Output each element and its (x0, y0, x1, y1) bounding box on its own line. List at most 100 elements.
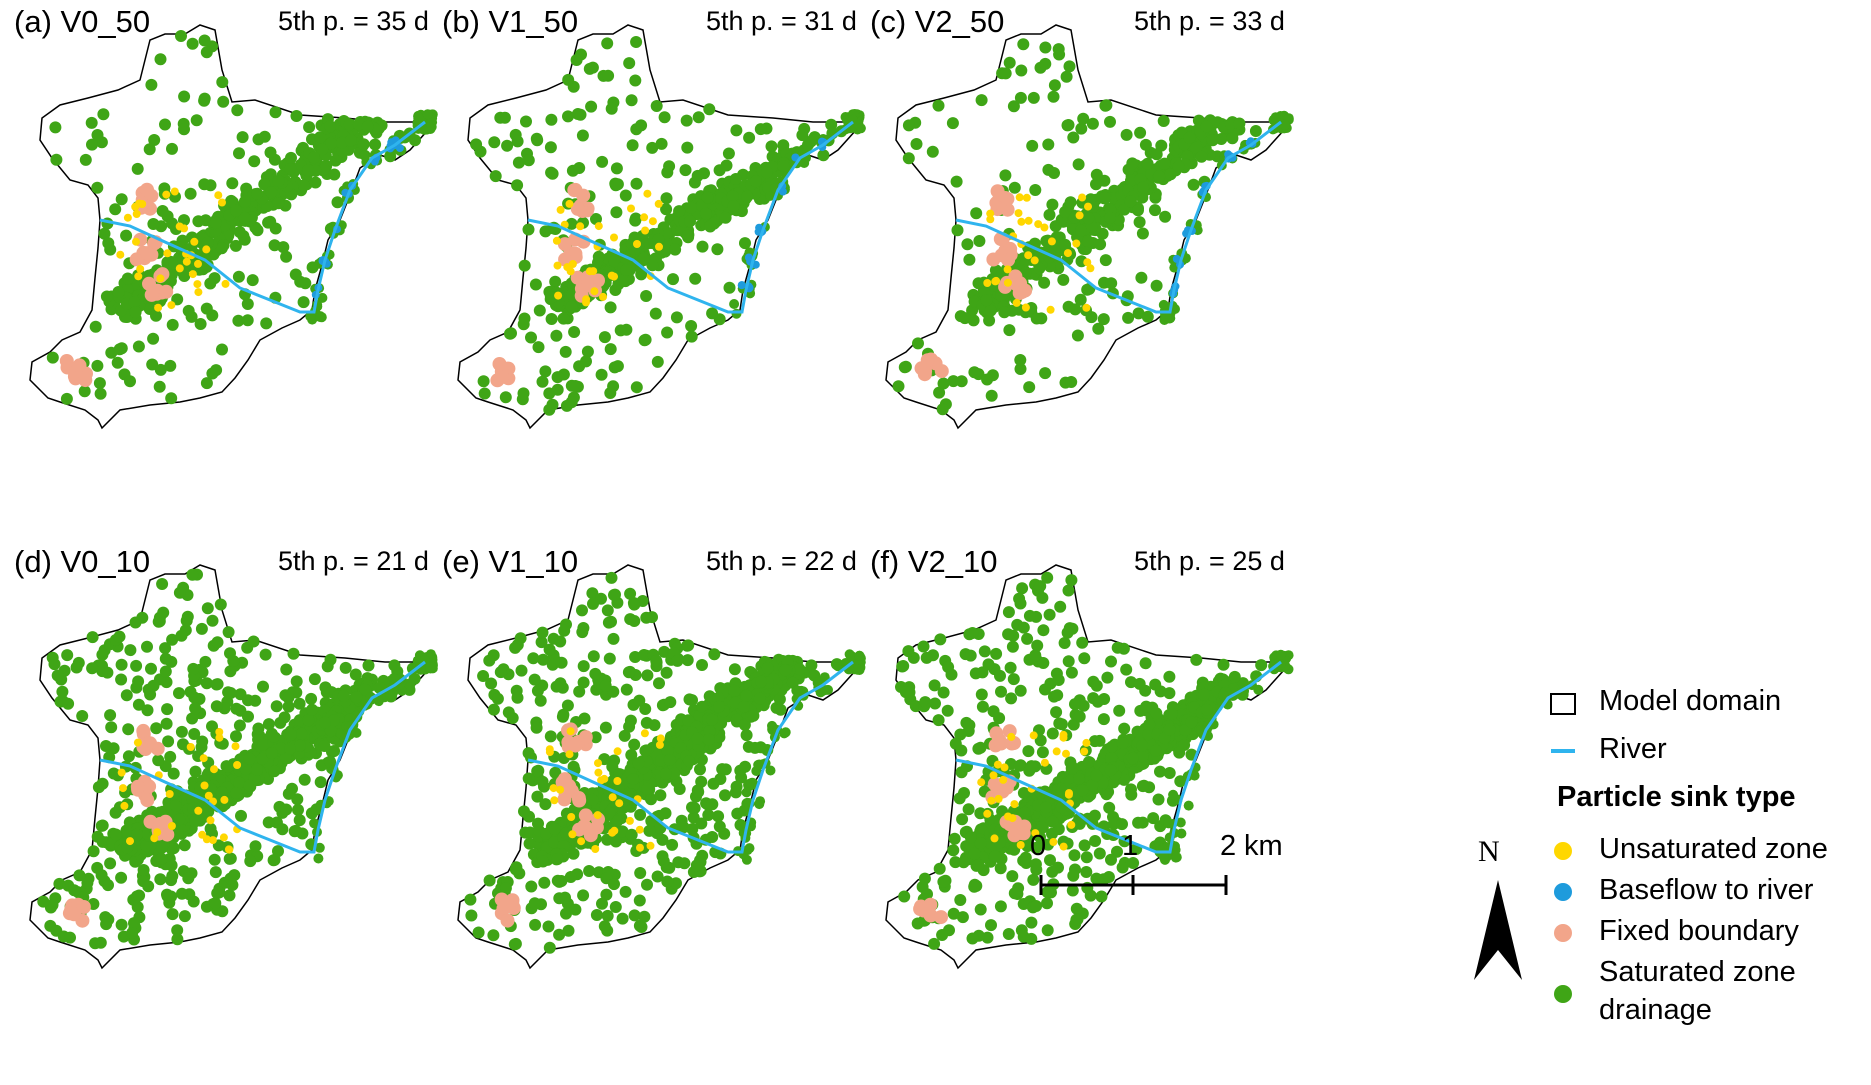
saturated-drainage-point (173, 813, 186, 826)
saturated-drainage-point (295, 727, 308, 740)
saturated-drainage-point (934, 633, 947, 646)
saturated-drainage-point (651, 355, 664, 368)
saturated-drainage-point (156, 205, 169, 217)
unsaturated-zone-point (576, 222, 585, 231)
saturated-drainage-point (673, 205, 686, 218)
saturated-drainage-point (1053, 48, 1066, 61)
saturated-drainage-point (211, 678, 224, 691)
panel-label: (a) V0_50 (14, 4, 151, 39)
saturated-drainage-point (491, 692, 504, 705)
unsaturated-zone-point (1021, 303, 1030, 312)
unsaturated-zone-point (640, 213, 649, 222)
saturated-drainage-point (350, 691, 363, 704)
saturated-drainage-point (1090, 168, 1103, 181)
map-canvas (29, 24, 438, 430)
saturated-drainage-point (590, 909, 603, 921)
saturated-drainage-point (531, 765, 544, 778)
saturated-drainage-point (620, 264, 633, 276)
unsaturated-zone-point (132, 237, 140, 246)
saturated-drainage-point (104, 857, 117, 870)
unsaturated-zone-point (986, 215, 995, 224)
saturated-drainage-point (958, 312, 971, 325)
saturated-drainage-point (494, 666, 507, 679)
saturated-drainage-point (522, 223, 535, 236)
saturated-drainage-point (669, 243, 682, 256)
saturated-drainage-point (983, 314, 996, 327)
saturated-drainage-point (728, 663, 741, 676)
unsaturated-zone-point (655, 740, 664, 749)
saturated-drainage-point (1139, 138, 1152, 151)
saturated-drainage-point (160, 717, 173, 730)
fixed-boundary-point (568, 738, 583, 753)
unsaturated-zone-point (1040, 223, 1049, 232)
saturated-drainage-point (551, 874, 564, 887)
saturated-drainage-point (165, 392, 178, 405)
saturated-drainage-point (1059, 205, 1072, 218)
saturated-drainage-point (208, 853, 221, 866)
saturated-drainage-point (639, 333, 652, 346)
saturated-drainage-point (559, 345, 572, 358)
saturated-drainage-point (121, 272, 134, 285)
saturated-drainage-point (532, 341, 545, 354)
saturated-drainage-point (610, 162, 623, 175)
saturated-drainage-point (1072, 158, 1085, 171)
saturated-drainage-point (91, 181, 104, 194)
percentile-label: 5th p. = 33 d (1134, 6, 1285, 36)
saturated-drainage-point (652, 233, 665, 246)
saturated-drainage-point (317, 292, 328, 303)
fixed-boundary-point (72, 358, 87, 373)
saturated-drainage-point (175, 725, 188, 738)
saturated-drainage-point (159, 652, 172, 665)
saturated-drainage-point (1069, 303, 1082, 316)
saturated-drainage-point (712, 810, 725, 823)
saturated-drainage-point (1003, 324, 1016, 337)
saturated-drainage-point (1105, 655, 1117, 668)
unsaturated-zone-point (607, 271, 616, 280)
saturated-drainage-point (37, 895, 50, 908)
saturated-drainage-point (176, 887, 188, 900)
unsaturated-zone-point (214, 191, 223, 200)
saturated-drainage-point (761, 662, 774, 675)
saturated-drainage-point (747, 709, 760, 722)
saturated-drainage-point (576, 604, 588, 617)
saturated-drainage-point (936, 403, 949, 416)
unsaturated-zone-point (119, 784, 127, 793)
percentile-label: 5th p. = 31 d (706, 6, 857, 36)
saturated-drainage-point (137, 864, 150, 876)
saturated-drainage-point (567, 847, 580, 860)
unsaturated-zone-point (641, 226, 650, 235)
saturated-drainage-point (557, 312, 570, 325)
saturated-drainage-point (765, 765, 776, 776)
saturated-drainage-point (91, 129, 104, 141)
saturated-drainage-point (171, 924, 184, 937)
saturated-drainage-point (742, 845, 753, 856)
saturated-drainage-point (282, 700, 295, 713)
saturated-drainage-point (677, 821, 690, 834)
saturated-drainage-point (204, 277, 217, 290)
saturated-drainage-point (314, 131, 327, 144)
saturated-drainage-point (577, 889, 590, 902)
saturated-drainage-point (314, 842, 325, 853)
saturated-drainage-point (948, 832, 961, 845)
saturated-drainage-point (1195, 150, 1208, 163)
saturated-drainage-point (232, 270, 245, 283)
unsaturated-zone-point (136, 265, 145, 273)
saturated-drainage-point (720, 159, 733, 172)
unsaturated-zone-point (190, 237, 199, 246)
saturated-drainage-point (129, 616, 142, 629)
saturated-drainage-point (661, 875, 674, 888)
unsaturated-zone-point (594, 768, 603, 777)
saturated-drainage-point (635, 119, 648, 132)
saturated-drainage-point (1206, 134, 1219, 147)
saturated-drainage-point (258, 130, 271, 143)
saturated-drainage-point (1059, 238, 1072, 251)
saturated-drainage-point (465, 909, 478, 922)
unsaturated-zone-point (133, 738, 142, 747)
saturated-drainage-point (518, 259, 531, 272)
saturated-drainage-point (102, 237, 115, 250)
saturated-drainage-point (206, 720, 218, 733)
unsaturated-zone-point (594, 759, 602, 768)
saturated-drainage-point (780, 727, 791, 738)
saturated-drainage-point (297, 179, 310, 192)
saturated-drainage-point (362, 659, 375, 672)
